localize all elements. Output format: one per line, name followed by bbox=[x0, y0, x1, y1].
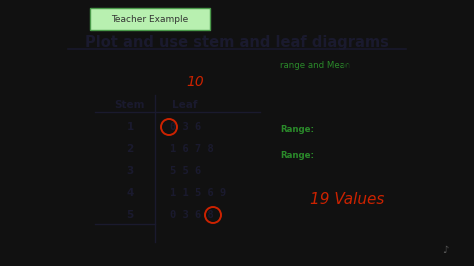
Text: range and Mean: range and Mean bbox=[280, 61, 350, 70]
Text: 0 3 6: 0 3 6 bbox=[170, 122, 201, 132]
Text: 1 6 7 8: 1 6 7 8 bbox=[170, 144, 214, 154]
Text: Plot and use stem and leaf diagrams: Plot and use stem and leaf diagrams bbox=[85, 35, 389, 49]
Text: Leaf: Leaf bbox=[172, 100, 198, 110]
Text: 0 3 6 8: 0 3 6 8 bbox=[170, 210, 214, 220]
Text: 10: 10 bbox=[186, 75, 204, 89]
Text: Stem: Stem bbox=[115, 100, 145, 110]
Text: 19 Values: 19 Values bbox=[310, 193, 384, 207]
Text: Teacher Example: Teacher Example bbox=[111, 15, 189, 23]
Text: ♪: ♪ bbox=[442, 245, 448, 255]
Text: 5: 5 bbox=[127, 210, 134, 220]
Text: of a group of: of a group of bbox=[340, 61, 398, 70]
Text: 2: 2 bbox=[127, 144, 134, 154]
Text: 1: 1 bbox=[127, 122, 134, 132]
Text: !: ! bbox=[372, 151, 375, 160]
Text: 1 1 5 6 9: 1 1 5 6 9 bbox=[170, 188, 226, 198]
Text: Range:: Range: bbox=[280, 151, 314, 160]
Text: Range:: Range: bbox=[280, 126, 314, 135]
FancyBboxPatch shape bbox=[90, 8, 210, 30]
Text: 48: 48 bbox=[355, 151, 366, 160]
Text: 4: 4 bbox=[126, 188, 134, 198]
Text: Biggest - smallest?: Biggest - smallest? bbox=[310, 126, 395, 135]
Text: We can use stem and leaf diagrams to find the: We can use stem and leaf diagrams to fin… bbox=[75, 61, 281, 70]
Text: 3: 3 bbox=[127, 166, 134, 176]
Text: 5 5 6: 5 5 6 bbox=[170, 166, 201, 176]
Text: data.: data. bbox=[75, 73, 97, 82]
Text: 58 – 10 =: 58 – 10 = bbox=[310, 151, 357, 160]
